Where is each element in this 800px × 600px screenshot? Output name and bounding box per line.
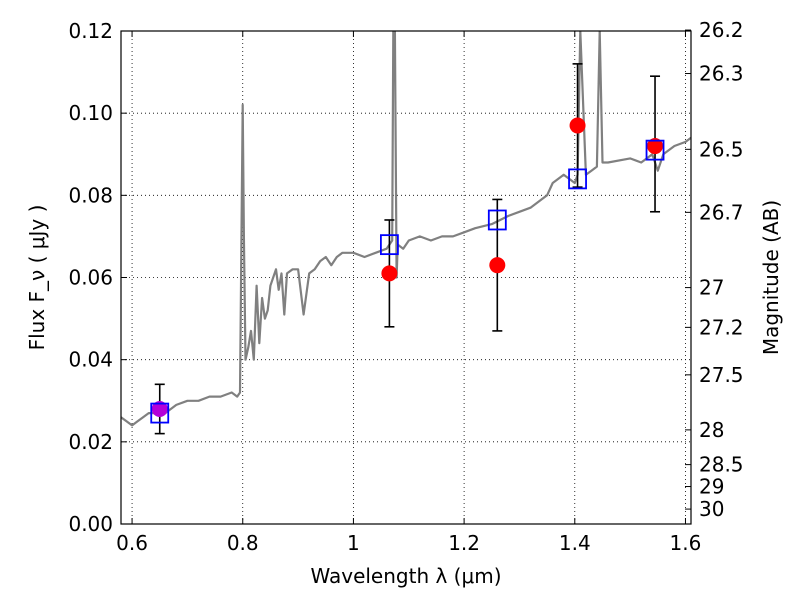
y2-axis-label: Magnitude (AB) <box>759 200 783 355</box>
x-tick-label: 1 <box>347 531 360 555</box>
observed-point <box>381 265 398 282</box>
axis-ticks: 0.6 0.8 1 1.2 1.4 1.6 0.00 0.02 0.04 0.06 0.08 0.10… <box>68 18 743 555</box>
y-tick-label: 0.06 <box>68 266 113 290</box>
model-square <box>487 209 507 231</box>
y2-tick-label: 27.2 <box>699 315 744 339</box>
observed-point <box>569 117 586 134</box>
observed-point <box>647 138 664 155</box>
y-tick-label: 0.02 <box>68 430 113 454</box>
x-axis-label: Wavelength λ (μm) <box>310 564 501 588</box>
y2-tick-label: 30 <box>699 497 724 521</box>
spectrum-series <box>121 31 691 427</box>
x-tick-label: 1.6 <box>670 531 702 555</box>
y-tick-label: 0.10 <box>68 101 113 125</box>
y2-tick-label: 27.5 <box>699 363 744 387</box>
y2-tick-label: 28.5 <box>699 453 744 477</box>
spectrum-line <box>121 31 691 427</box>
y-tick-label: 0.00 <box>68 512 113 536</box>
model-square <box>568 168 587 190</box>
y2-tick-label: 26.7 <box>699 200 744 224</box>
y2-tick-label: 27 <box>699 276 724 300</box>
model-square <box>379 234 399 256</box>
y2-tick-label: 28 <box>699 418 724 442</box>
model-square <box>645 139 665 161</box>
observed-point <box>489 257 506 274</box>
y-tick-label: 0.12 <box>68 19 113 43</box>
x-tick-label: 1.2 <box>448 531 480 555</box>
y-axis-label: Flux F_ν ( μJy ) <box>25 205 49 351</box>
y2-tick-label: 26.3 <box>699 62 744 86</box>
model-squares <box>150 139 665 424</box>
y2-tick-label: 26.5 <box>699 137 744 161</box>
x-tick-label: 1.4 <box>559 531 591 555</box>
x-tick-label: 0.6 <box>116 531 148 555</box>
data-points <box>151 117 664 417</box>
model-square <box>150 402 170 424</box>
y-tick-label: 0.04 <box>68 348 113 372</box>
grid-lines <box>121 30 691 525</box>
y2-tick-label: 26.2 <box>699 18 744 42</box>
y2-tick-label: 29 <box>699 475 724 499</box>
x-tick-label: 0.8 <box>227 531 259 555</box>
y-tick-label: 0.08 <box>68 183 113 207</box>
observed-point <box>151 400 168 417</box>
